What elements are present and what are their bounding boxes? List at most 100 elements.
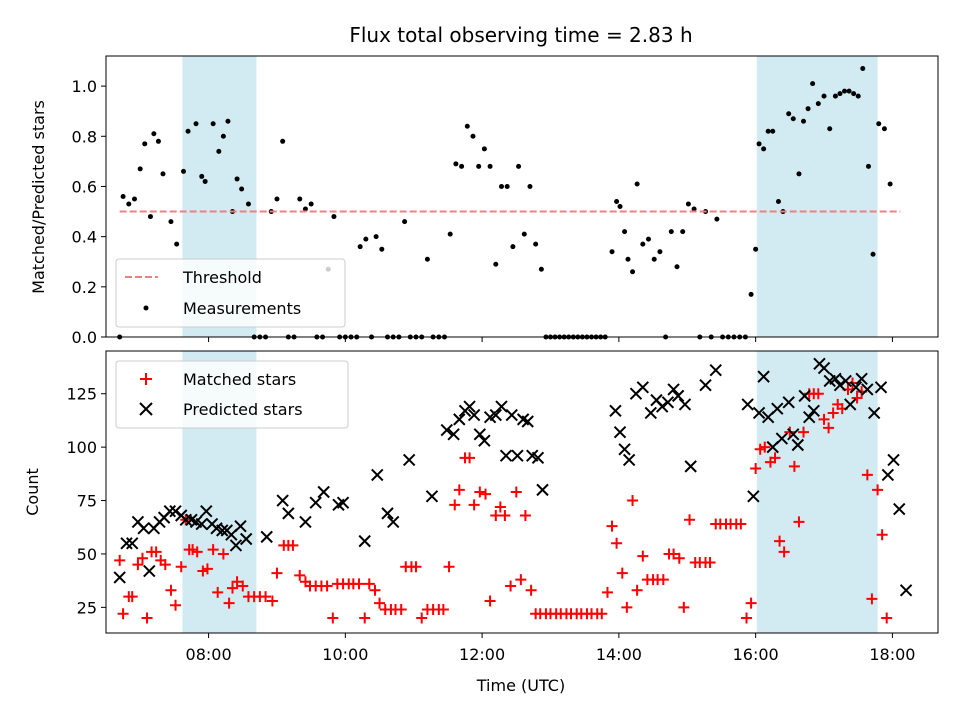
measurement-point (821, 93, 827, 99)
predicted-star-point (893, 502, 906, 516)
predicted-star-point (521, 415, 534, 428)
measurement-point (487, 163, 493, 169)
matched-star-point (499, 510, 511, 521)
measurement-point (609, 249, 615, 255)
measurement-point (193, 121, 199, 127)
matched-star-point (443, 561, 455, 573)
matched-star-point (212, 586, 224, 598)
measurement-point (137, 166, 143, 172)
measurement-point (516, 163, 522, 169)
measurement-point (363, 236, 369, 242)
measurement-point (881, 126, 887, 132)
x-axis-label: Time (UTC) (476, 676, 565, 695)
predicted-star-point (636, 381, 650, 394)
predicted-star-point (447, 428, 460, 441)
predicted-star-point (684, 460, 697, 473)
matched-star-point (861, 469, 873, 481)
matched-star-point (668, 548, 680, 560)
predicted-star-point (791, 438, 805, 452)
measurement-point (493, 261, 499, 267)
matched-star-point (287, 539, 299, 551)
matched-star-point (260, 591, 272, 603)
predicted-star-point (671, 389, 685, 403)
measurement-point (521, 231, 527, 237)
predicted-star-point (200, 505, 213, 518)
matched-star-point (410, 561, 422, 573)
predicted-star-point (299, 515, 312, 529)
matched-star-point (175, 561, 187, 573)
y-tick-label: 0.0 (72, 328, 97, 347)
predicted-star-point (317, 485, 330, 499)
predicted-star-point (655, 400, 669, 413)
predicted-star-point (887, 453, 900, 467)
predicted-star-point (371, 468, 384, 482)
measurement-point (805, 106, 811, 112)
bottom-legend-box (115, 360, 349, 429)
top-legend: Threshold Measurements (115, 258, 346, 328)
predicted-star-point (618, 443, 631, 456)
matched-star-point (223, 597, 235, 609)
measurement-point (453, 161, 459, 167)
measurement-point (308, 201, 314, 207)
measurement-point (181, 168, 187, 174)
measurement-point (302, 206, 308, 212)
matched-star-point (812, 388, 824, 400)
measurement-point (373, 234, 379, 240)
measurement-point (714, 216, 720, 222)
predicted-star-point (874, 381, 888, 394)
measurement-point (120, 194, 126, 199)
measurement-point (151, 131, 157, 137)
predicted-star-point (143, 564, 156, 578)
predicted-star-point (489, 408, 502, 422)
measurement-point (827, 126, 833, 132)
measurement-point (851, 91, 857, 97)
predicted-star-point (309, 496, 322, 509)
matched-star-point (704, 557, 716, 568)
matched-star-point (141, 612, 153, 624)
measurement-point (801, 118, 807, 124)
matched-star-point (416, 612, 428, 624)
measurement-point (220, 133, 226, 139)
matched-star-point (170, 599, 182, 611)
predicted-star-point (839, 374, 852, 388)
predicted-star-point (803, 411, 816, 424)
measurement-point (651, 256, 657, 262)
matched-star-point (631, 584, 643, 596)
predicted-star-point (807, 404, 820, 418)
measurement-point (668, 229, 674, 235)
measurement-point (447, 231, 453, 237)
matched-star-point (237, 580, 249, 592)
matched-star-point (159, 559, 171, 571)
predicted-star-point (179, 513, 192, 526)
measurement-point (810, 81, 816, 87)
measurement-point (210, 121, 216, 127)
y-tick-label: 75 (77, 492, 97, 511)
predicted-star-point (844, 398, 857, 411)
matched-star-point (759, 441, 771, 453)
measurement-point (280, 138, 286, 144)
top-legend-box (115, 258, 346, 328)
measurement-point (756, 141, 762, 147)
predicted-star-point (276, 494, 289, 507)
matched-star-point (191, 546, 203, 558)
measurement-point (126, 201, 132, 207)
matched-star-point (798, 426, 810, 438)
legend-predicted-swatch (139, 402, 153, 416)
predicted-star-point (741, 398, 754, 411)
measurement-point (770, 128, 776, 134)
predicted-star-point (478, 434, 491, 447)
measurement-point (846, 88, 852, 94)
predicted-star-point (169, 505, 182, 518)
y-tick-label: 0.2 (72, 278, 97, 297)
predicted-star-point (861, 383, 874, 396)
measurement-point (131, 196, 137, 202)
measurement-point (402, 219, 408, 225)
measurement-point (887, 181, 893, 187)
measurement-point (168, 219, 174, 225)
predicted-star-point (495, 400, 508, 413)
predicted-star-point (467, 408, 481, 422)
matched-star-point (271, 567, 283, 579)
measurement-point (614, 199, 620, 205)
predicted-star-point (216, 524, 229, 537)
predicted-star-point (771, 402, 784, 415)
